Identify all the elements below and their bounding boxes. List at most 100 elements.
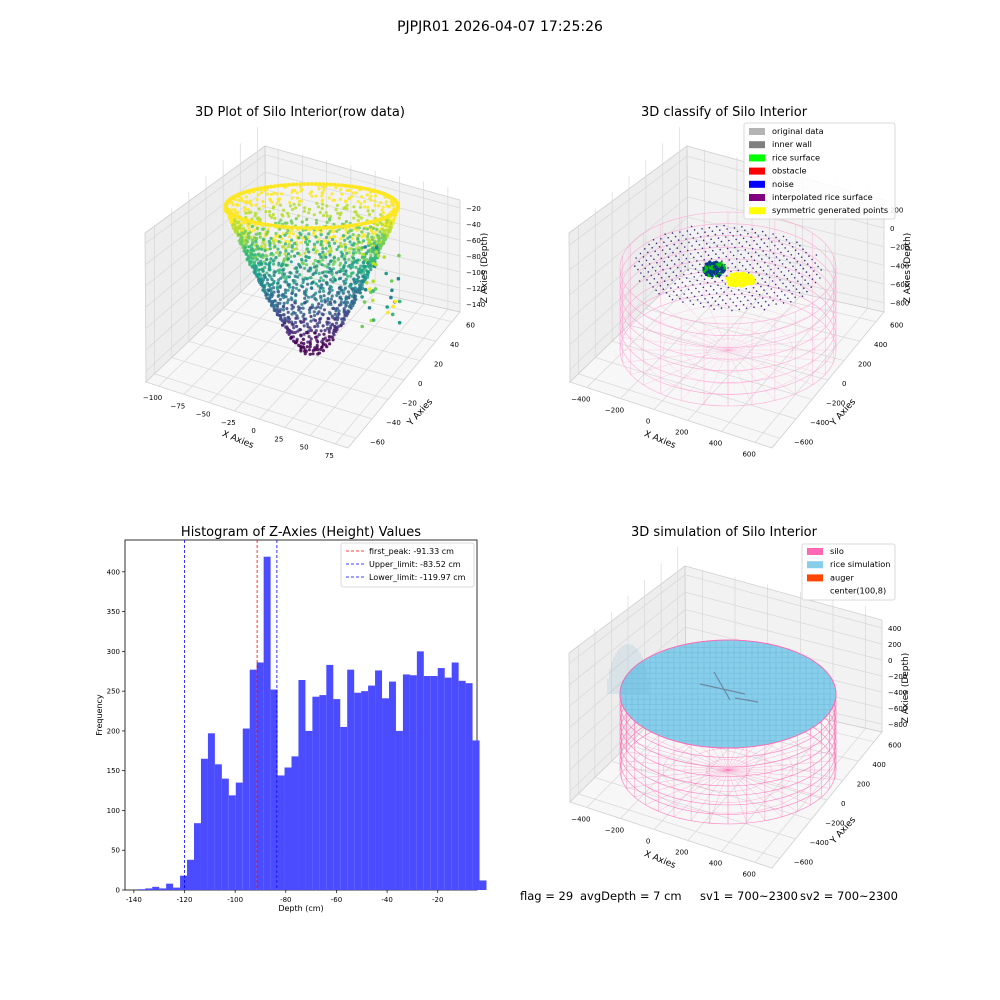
data-point [262, 222, 267, 227]
simulation-auger [699, 671, 759, 703]
interpolated-point [767, 265, 769, 267]
data-point [328, 312, 332, 316]
interpolated-point [727, 267, 729, 269]
classify-rice-points [702, 260, 756, 288]
data-point [338, 263, 342, 267]
interpolated-point [690, 225, 693, 228]
data-point [247, 245, 251, 249]
interpolated-point [748, 272, 750, 274]
silo-floor-spoke [680, 349, 729, 401]
interpolated-point [750, 236, 752, 238]
data-point [290, 238, 294, 242]
data-point [271, 206, 275, 210]
data-point [365, 227, 369, 231]
interpolated-point [760, 305, 763, 307]
data-point [323, 328, 327, 332]
data-point [270, 301, 274, 305]
data-point [318, 252, 322, 256]
data-point [302, 209, 306, 213]
x-tick-label: -60 [331, 896, 342, 904]
rice-surface-point [706, 262, 710, 266]
data-point [355, 228, 359, 232]
interpolated-point [667, 256, 670, 259]
z-tick-label: −100 [466, 269, 485, 277]
data-point [384, 271, 389, 276]
interpolated-point [796, 241, 798, 243]
silo-floor-spoke [673, 769, 729, 817]
data-point [260, 281, 264, 285]
histogram-x-ticks: -140 -120 -100 -80 -60 -40 -20 [126, 890, 443, 904]
interpolated-point [668, 295, 671, 298]
interpolated-point [797, 252, 800, 255]
data-point [231, 226, 235, 230]
interpolated-point [744, 296, 746, 298]
interpolated-point [686, 249, 689, 252]
data-point [287, 320, 291, 324]
interpolated-point [764, 234, 767, 236]
classify-interpolated-surface [634, 224, 822, 312]
interpolated-point [693, 276, 695, 278]
data-point [235, 202, 239, 206]
silo-floor-spoke [709, 769, 729, 824]
data-point [307, 239, 311, 243]
data-point [299, 241, 303, 245]
data-point [373, 255, 377, 259]
data-point [303, 290, 307, 294]
data-point [277, 199, 281, 203]
data-point [363, 277, 367, 281]
data-point [348, 188, 352, 193]
histogram-bar [444, 677, 452, 890]
data-point [249, 210, 253, 214]
data-point [265, 192, 269, 196]
data-point [301, 306, 305, 310]
data-point [292, 326, 296, 330]
data-point [354, 222, 359, 227]
data-point [252, 249, 256, 253]
interpolated-point [748, 291, 750, 294]
interpolated-point [668, 275, 670, 278]
silo-floor-spoke [660, 349, 729, 394]
data-point [300, 257, 304, 262]
data-point [292, 339, 296, 343]
data-point [371, 279, 376, 284]
data-point [325, 204, 329, 208]
data-point [303, 266, 307, 270]
data-point [296, 251, 300, 255]
silo-floor-spoke [727, 325, 826, 351]
interpolated-point [704, 231, 706, 233]
interpolated-point [765, 253, 767, 256]
x-tick-label: 25 [274, 435, 283, 443]
histogram-bar [214, 764, 222, 890]
data-point [339, 241, 343, 245]
data-point [303, 251, 307, 255]
data-point [314, 251, 318, 255]
data-point [331, 229, 336, 234]
data-point [327, 338, 331, 342]
data-point [343, 314, 347, 318]
interpolated-point [689, 253, 692, 255]
histogram-bar [249, 669, 257, 890]
data-point [257, 252, 261, 256]
y-tick-label: −200 [825, 819, 844, 827]
data-point [369, 268, 373, 272]
symmetric-point [734, 284, 738, 287]
interpolated-point [764, 300, 767, 303]
interpolated-point [658, 293, 660, 295]
data-point [313, 313, 317, 318]
interpolated-point [792, 285, 795, 287]
interpolated-point [756, 262, 759, 265]
interpolated-point [667, 283, 669, 286]
interpolated-point [663, 241, 665, 243]
data-point [293, 254, 297, 258]
data-point [330, 192, 334, 196]
histogram-bar [173, 887, 181, 890]
data-point [363, 287, 368, 292]
interpolated-point [795, 288, 798, 291]
data-point [290, 312, 294, 316]
interpolated-point [737, 250, 739, 252]
interpolated-point [767, 304, 770, 306]
silo-floor-spoke [645, 735, 729, 771]
grid-line [687, 216, 885, 266]
interpolated-point [677, 286, 679, 288]
silo-floor-spoke [727, 306, 796, 351]
